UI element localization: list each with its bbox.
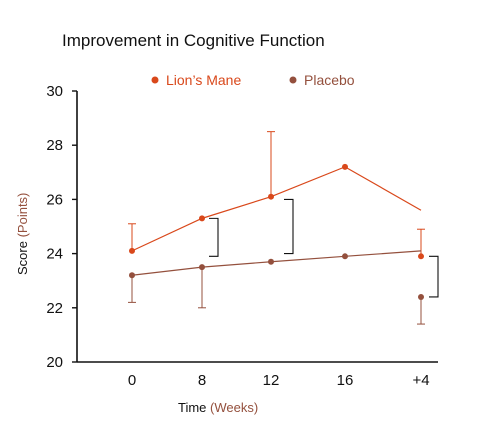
lions-mane-point bbox=[199, 215, 205, 222]
placebo-followup-point bbox=[418, 293, 424, 300]
placebo-point bbox=[129, 272, 135, 279]
lions-mane-point bbox=[342, 163, 348, 170]
y-tick-label: 22 bbox=[46, 300, 63, 317]
x-tick-label: 0 bbox=[128, 372, 136, 389]
y-tick-label: 24 bbox=[46, 246, 63, 263]
placebo-point bbox=[268, 258, 274, 265]
y-axis-title: Score (Points) bbox=[15, 193, 30, 275]
lions-mane-followup-point bbox=[418, 253, 424, 260]
x-tick-label: 16 bbox=[337, 372, 354, 389]
legend-marker-placebo bbox=[289, 76, 297, 84]
lions-mane-point bbox=[129, 247, 135, 254]
y-tick-label: 20 bbox=[46, 354, 63, 371]
significance-bracket bbox=[429, 255, 439, 298]
x-axis-title-main: Time bbox=[178, 400, 206, 415]
x-tick-label: 12 bbox=[263, 372, 280, 389]
y-tick-label: 30 bbox=[46, 83, 63, 100]
placebo-line bbox=[131, 250, 422, 276]
lions-mane-point bbox=[268, 193, 274, 200]
significance-bracket bbox=[284, 198, 294, 255]
x-tick-label: +4 bbox=[412, 372, 429, 389]
legend-label-placebo: Placebo bbox=[304, 72, 355, 88]
y-tick-label: 28 bbox=[46, 137, 63, 154]
significance-brackets bbox=[209, 198, 439, 298]
y-axis-title-main: Score bbox=[15, 241, 30, 275]
placebo-point bbox=[342, 253, 348, 260]
x-axis-title: Time (Weeks) bbox=[178, 400, 258, 415]
y-axis-title-unit: (Points) bbox=[15, 193, 30, 238]
chart-title: Improvement in Cognitive Function bbox=[62, 31, 325, 50]
x-tick-label: 8 bbox=[198, 372, 206, 389]
y-tick-label: 26 bbox=[46, 191, 63, 208]
lions-mane-line bbox=[131, 166, 422, 252]
legend-label-lions-mane: Lion’s Mane bbox=[166, 72, 241, 88]
legend: Lion’s Mane Placebo bbox=[151, 72, 355, 88]
axes: 20 22 24 26 28 30 0 8 12 16 +4 bbox=[46, 83, 438, 389]
x-axis-title-unit: (Weeks) bbox=[210, 400, 258, 415]
series-layer bbox=[128, 131, 425, 325]
significance-bracket bbox=[209, 217, 219, 257]
placebo-point bbox=[199, 264, 205, 271]
legend-marker-lions-mane bbox=[151, 76, 159, 84]
